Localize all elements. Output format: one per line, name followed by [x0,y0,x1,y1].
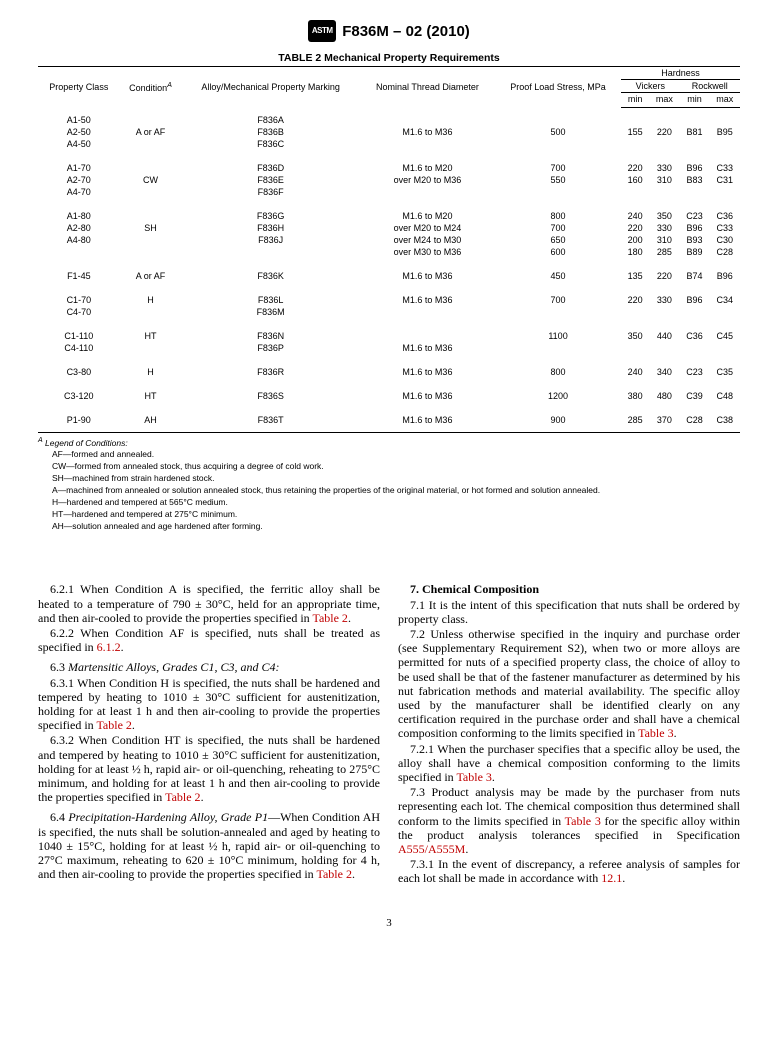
col-rmin: min [680,93,710,108]
table-title: TABLE 2 Mechanical Property Requirements [38,52,740,64]
col-vickers: Vickers [621,80,680,93]
col-diameter: Nominal Thread Diameter [360,67,495,108]
col-marking: Alloy/Mechanical Property Marking [181,67,360,108]
table-row: A4-50F836C [38,138,740,156]
ref-table3[interactable]: Table 3 [638,726,673,740]
ref-table3[interactable]: Table 3 [565,814,601,828]
legend-item: SH—machined from strain hardened stock. [38,472,740,484]
col-rockwell: Rockwell [680,80,740,93]
col-rmax: max [709,93,740,108]
document-header: ASTM F836M – 02 (2010) [38,20,740,42]
ref-table2[interactable]: Table 2 [96,718,131,732]
table-row: A1-70F836DM1.6 to M20700220330B96C33 [38,156,740,174]
legend-item: AF—formed and annealed. [38,448,740,460]
astm-logo: ASTM [308,20,336,42]
legend-item: AH—solution annealed and age hardened af… [38,520,740,532]
col-vmin: min [621,93,649,108]
table-legend: A Legend of Conditions: AF—formed and an… [38,435,740,533]
legend-item: HT—hardened and tempered at 275°C minimu… [38,508,740,520]
standard-id: F836M – 02 (2010) [342,23,470,40]
table-row: A2-50A or AFF836BM1.6 to M36500155220B81… [38,126,740,138]
table-row: A4-70F836F [38,186,740,204]
body-text: 6.2.1 When Condition A is specified, the… [38,582,740,886]
table-row: C4-70F836M [38,306,740,324]
table-row: C4-110F836PM1.6 to M36 [38,342,740,360]
legend-item: A—machined from annealed or solution ann… [38,484,740,496]
legend-item: H—hardened and tempered at 565°C medium. [38,496,740,508]
col-vmax: max [649,93,679,108]
table-row: C1-70HF836LM1.6 to M36700220330B96C34 [38,288,740,306]
ref-a555[interactable]: A555/A555M [398,842,465,856]
ref-table3[interactable]: Table 3 [456,770,491,784]
table-row: C3-80HF836RM1.6 to M36800240340C23C35 [38,360,740,384]
col-hardness: Hardness [621,67,740,80]
ref-12-1[interactable]: 12.1 [601,871,622,885]
table-row: over M30 to M36600180285B89C28 [38,246,740,264]
ref-table2[interactable]: Table 2 [312,611,347,625]
table-row: A2-70CWF836Eover M20 to M36550160310B83C… [38,174,740,186]
mechanical-properties-table: Property Class ConditionA Alloy/Mechanic… [38,66,740,433]
table-row: A1-80F836GM1.6 to M20800240350C23C36 [38,204,740,222]
ref-table2[interactable]: Table 2 [165,790,200,804]
col-condition: ConditionA [120,67,182,108]
table-row: A2-80SHF836Hover M20 to M24700220330B96C… [38,222,740,234]
table-row: P1-90AHF836TM1.6 to M36900285370C28C38 [38,408,740,433]
ref-6-1-2[interactable]: 6.1.2 [97,640,121,654]
col-proof-load: Proof Load Stress, MPa [495,67,621,108]
section-7-heading: 7. Chemical Composition [398,582,740,596]
table-row: F1-45A or AFF836KM1.6 to M36450135220B74… [38,264,740,288]
table-row: C3-120HTF836SM1.6 to M361200380480C39C48 [38,384,740,408]
col-property-class: Property Class [38,67,120,108]
table-row: A1-50F836A [38,108,740,126]
ref-table2[interactable]: Table 2 [316,867,351,881]
table-row: A4-80F836Jover M24 to M30650200310B93C30 [38,234,740,246]
table-row: C1-110HTF836N1100350440C36C45 [38,324,740,342]
legend-item: CW—formed from annealed stock, thus acqu… [38,460,740,472]
page-number: 3 [38,917,740,929]
